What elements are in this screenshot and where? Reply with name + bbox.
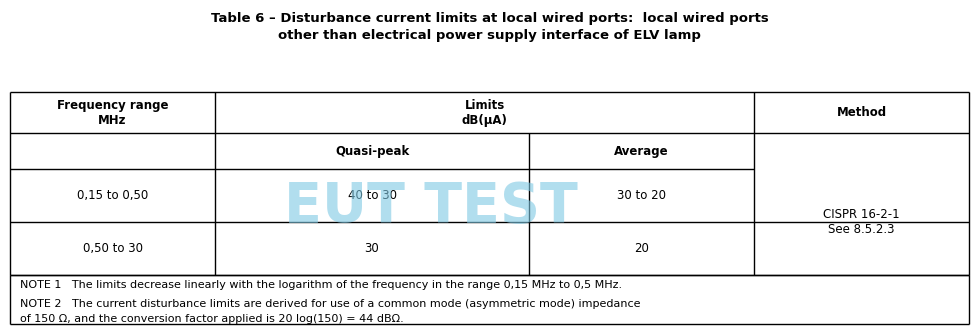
Text: Limits
dB(μA): Limits dB(μA) xyxy=(462,99,507,127)
Text: 30 to 20: 30 to 20 xyxy=(616,189,665,202)
Text: NOTE 2   The current disturbance limits are derived for use of a common mode (as: NOTE 2 The current disturbance limits ar… xyxy=(20,299,640,309)
Text: 0,50 to 30: 0,50 to 30 xyxy=(82,242,143,255)
Text: Quasi-peak: Quasi-peak xyxy=(334,145,409,158)
Text: 20: 20 xyxy=(633,242,648,255)
Text: Frequency range
MHz: Frequency range MHz xyxy=(57,99,168,127)
Text: Average: Average xyxy=(613,145,668,158)
Text: NOTE 1   The limits decrease linearly with the logarithm of the frequency in the: NOTE 1 The limits decrease linearly with… xyxy=(20,280,621,290)
Text: 30: 30 xyxy=(364,242,379,255)
Text: 40 to 30: 40 to 30 xyxy=(347,189,396,202)
Text: Method: Method xyxy=(835,106,886,119)
Text: CISPR 16-2-1
See 8.5.2.3: CISPR 16-2-1 See 8.5.2.3 xyxy=(822,208,899,236)
Text: EUT TEST: EUT TEST xyxy=(284,180,577,234)
Text: Table 6 – Disturbance current limits at local wired ports:  local wired ports
ot: Table 6 – Disturbance current limits at … xyxy=(210,12,768,41)
Text: of 150 Ω, and the conversion factor applied is 20 log(150) = 44 dBΩ.: of 150 Ω, and the conversion factor appl… xyxy=(20,314,403,324)
Text: 0,15 to 0,50: 0,15 to 0,50 xyxy=(77,189,148,202)
